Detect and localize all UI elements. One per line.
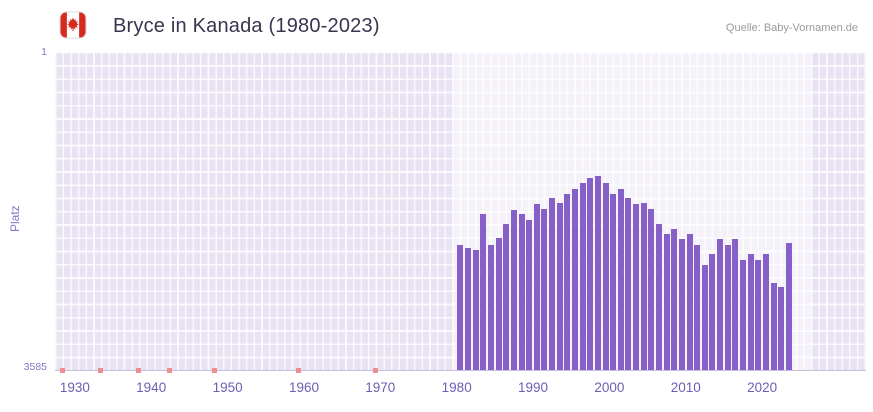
no-data-mark-1938 [135,368,141,373]
bar-1992[interactable] [549,198,555,370]
plot-area [55,52,866,373]
no-data-mark-1933 [97,368,103,373]
source-credit: Quelle: Baby-Vornamen.de [725,22,858,34]
no-data-mark-1969 [372,368,378,373]
x-tick-label-2010: 2010 [670,380,701,395]
no-data-mark-1942 [166,368,172,373]
bar-2006[interactable] [655,224,662,370]
bar-1984[interactable] [487,244,494,370]
bar-1991[interactable] [541,209,548,370]
flag-border [59,11,87,39]
bar-2021[interactable] [770,282,777,370]
no-data-mark-1948 [212,368,218,373]
bar-2005[interactable] [648,209,655,370]
bar-1994[interactable] [564,193,571,370]
bar-2020[interactable] [762,254,769,370]
bar-2010[interactable] [686,233,693,370]
x-tick-label-1950: 1950 [212,380,243,395]
canada-flag-icon [59,11,87,39]
bar-1989[interactable] [526,219,533,370]
bar-2007[interactable] [663,233,670,370]
bar-2019[interactable] [755,259,762,370]
bar-1980[interactable] [457,245,464,370]
x-tick-label-1980: 1980 [441,380,472,395]
bar-2000[interactable] [610,193,617,370]
x-tick-label-1930: 1930 [59,380,90,395]
bar-2001[interactable] [617,188,624,370]
bar-2009[interactable] [678,239,685,370]
bar-1997[interactable] [587,177,594,370]
bar-2002[interactable] [625,198,632,370]
no-data-mark-1928 [59,368,65,373]
bar-1996[interactable] [579,183,586,370]
bar-2016[interactable] [732,239,739,370]
bar-2022[interactable] [778,287,785,370]
bar-2008[interactable] [671,229,678,370]
x-tick-label-1970: 1970 [365,380,396,395]
x-tick-label-1990: 1990 [517,380,549,395]
bar-2013[interactable] [709,254,716,370]
bar-2015[interactable] [724,244,731,370]
x-tick-label-1960: 1960 [288,380,320,395]
bar-1990[interactable] [533,203,540,370]
bar-1988[interactable] [518,214,525,370]
bars-layer [55,52,866,373]
bar-2023[interactable] [785,242,792,370]
bar-1995[interactable] [571,188,578,370]
x-tick-label-2000: 2000 [594,380,625,395]
x-tick-label-2020: 2020 [747,380,778,395]
bar-1993[interactable] [556,202,563,370]
bar-1983[interactable] [480,214,487,370]
bar-1986[interactable] [503,224,510,370]
bar-2018[interactable] [747,254,754,370]
bar-2017[interactable] [739,259,746,370]
bar-2003[interactable] [633,203,639,370]
x-tick-label-1940: 1940 [136,380,167,395]
bar-2011[interactable] [694,244,701,370]
bar-2012[interactable] [701,264,708,370]
bar-2014[interactable] [717,239,723,370]
y-axis-title: Platz [8,205,22,232]
bar-1981[interactable] [465,248,471,370]
bar-1982[interactable] [472,249,479,370]
y-tick-label-top: 1 [41,46,47,58]
x-axis-tick-row: 1930 1940 1950 1960 1970 1980 1990 2000 2010 2020 [55,380,866,400]
bar-2004[interactable] [640,202,647,370]
bar-1998[interactable] [594,176,601,370]
bar-1987[interactable] [510,209,517,370]
y-tick-label-bottom: 3585 [23,361,47,373]
no-data-mark-1959 [296,368,302,373]
page-title: Bryce in Kanada (1980-2023) [113,15,380,37]
bar-1985[interactable] [495,238,502,370]
bar-1999[interactable] [602,183,609,370]
